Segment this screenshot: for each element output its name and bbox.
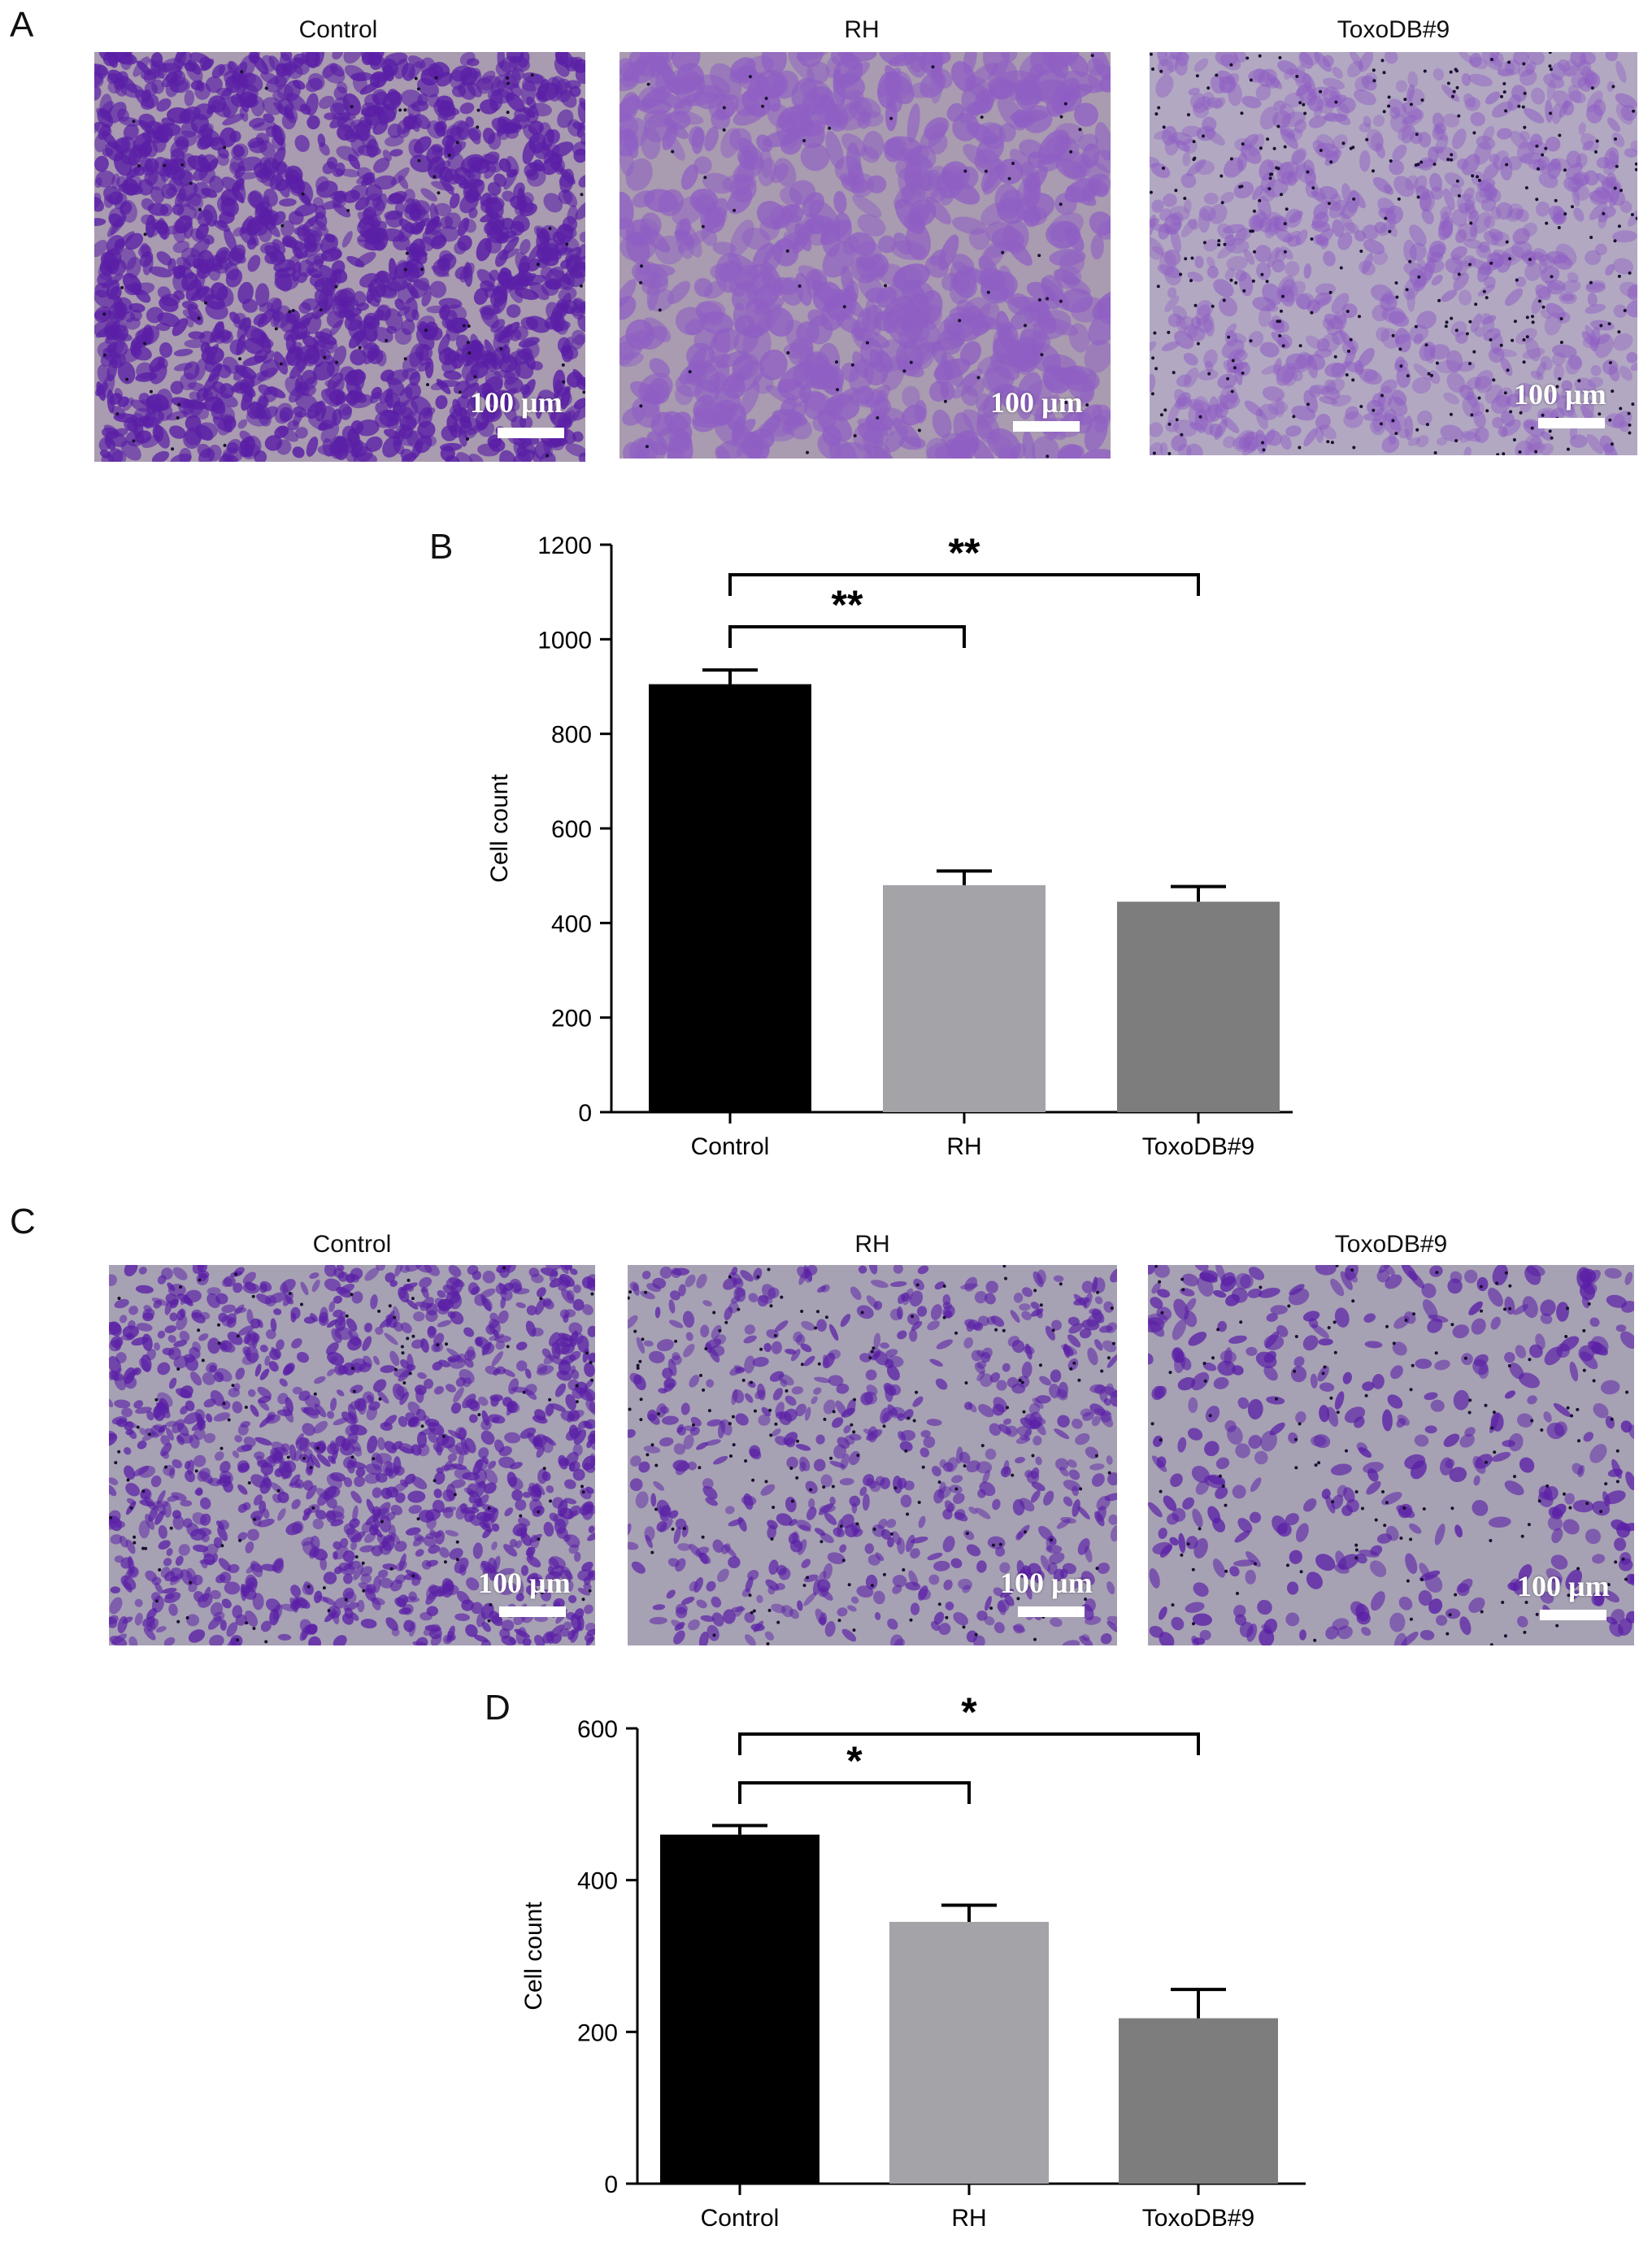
panel-a-control-scale-bar	[498, 428, 564, 438]
panel-a-toxodb9-title: ToxoDB#9	[1337, 16, 1450, 43]
panel-b-letter: B	[429, 527, 454, 567]
panel-c-control-title: Control	[312, 1231, 392, 1258]
panel-c-letter: C	[10, 1202, 36, 1241]
panel-b-bar-0	[649, 684, 811, 1112]
panel-b-x-tick-label-0: Control	[691, 1133, 770, 1160]
panel-b-bar-2	[1117, 902, 1280, 1112]
panel-d-x-tick-label-2: ToxoDB#9	[1142, 2205, 1254, 2232]
panel-d-bar-2	[1119, 2018, 1278, 2184]
panel-d-y-tick-label: 200	[577, 2019, 618, 2046]
panel-b-significance-bracket-1	[728, 573, 1200, 596]
panel-c-toxodb9-title: ToxoDB#9	[1334, 1231, 1448, 1258]
panel-a-rh-title: RH	[844, 16, 880, 43]
panel-c-toxodb9-scale-label: 100 µm	[1517, 1570, 1610, 1602]
panel-a-rh-scale-bar	[1013, 421, 1080, 432]
micA1-texture	[620, 52, 1111, 459]
panel-a-rh-scale-label: 100 µm	[990, 386, 1083, 419]
panel-b-bar-chart: 0 200 400 600 800 1000 1200 Cell count Control RH…	[486, 530, 1293, 1160]
panel-d-bar-1	[889, 1922, 1049, 2184]
panel-b-y-tick-label: 400	[551, 911, 592, 937]
panel-d-significance-label-1: *	[961, 1689, 977, 1735]
panel-c-rh-scale-bar	[1018, 1606, 1085, 1617]
panel-a-control-scale-label: 100 µm	[470, 386, 563, 419]
panel-a-rh-micrograph	[620, 52, 1111, 459]
panel-a-control-title: Control	[298, 16, 378, 43]
panel-b-bar-1	[883, 885, 1046, 1112]
panel-d-significance-bracket-0	[738, 1781, 971, 1804]
panel-a-toxodb9-micrograph	[1150, 52, 1637, 455]
panel-b-y-tick-label: 1200	[537, 532, 592, 559]
panel-a-toxodb9-scale-bar	[1538, 418, 1605, 428]
panel-d-letter: D	[485, 1688, 511, 1728]
panel-b-x-tick-label-2: ToxoDB#9	[1142, 1133, 1254, 1160]
panel-d-y-tick-label: 400	[577, 1868, 618, 1895]
panel-b-significance-label-0: **	[832, 582, 863, 628]
panel-d-significance-label-0: *	[846, 1738, 863, 1784]
panel-a-toxodb9-scale-label: 100 µm	[1514, 378, 1606, 411]
panel-c-rh-scale-label: 100 µm	[1000, 1567, 1093, 1599]
micA0-texture	[94, 52, 585, 462]
panel-d-bar-chart: 0 200 400 600 Cell count Control RH ToxoDB#9 * *	[520, 1689, 1306, 2232]
micC0-texture	[109, 1265, 595, 1645]
micC1-texture	[628, 1265, 1117, 1645]
panel-c-toxodb9-scale-bar	[1540, 1610, 1606, 1620]
panel-a-letter: A	[10, 5, 34, 45]
panel-b-y-tick-label: 1000	[537, 627, 592, 654]
panel-d-y-tick-label: 600	[577, 1716, 618, 1743]
panel-b-significance-label-1: **	[949, 530, 980, 576]
panel-b-y-axis-label: Cell count	[486, 774, 513, 883]
panel-b-y-tick-label: 800	[551, 722, 592, 749]
panel-d-y-tick-label: 0	[604, 2171, 618, 2198]
panel-b-y-tick-label: 600	[551, 816, 592, 843]
panel-c-rh-micrograph	[628, 1265, 1117, 1645]
panel-c-toxodb9-micrograph	[1148, 1265, 1634, 1645]
panel-d-x-tick-label-1: RH	[951, 2205, 986, 2232]
panel-c-rh-title: RH	[854, 1231, 890, 1258]
panel-b-y-tick-label: 200	[551, 1006, 592, 1032]
panel-d-bar-0	[660, 1834, 819, 2184]
panel-b-x-tick-label-1: RH	[946, 1133, 981, 1160]
panel-b-significance-bracket-0	[728, 625, 966, 648]
micC2-texture	[1148, 1265, 1634, 1645]
panel-c-control-scale-label: 100 µm	[478, 1567, 571, 1599]
panel-c-control-micrograph	[109, 1265, 595, 1645]
panel-d-significance-bracket-1	[738, 1732, 1200, 1755]
panel-d-y-axis-label: Cell count	[520, 1902, 547, 2010]
micA2-texture	[1150, 52, 1637, 455]
panel-d-x-tick-label-0: Control	[701, 2205, 780, 2232]
panel-a-control-micrograph	[94, 52, 585, 462]
panel-c-control-scale-bar	[499, 1606, 566, 1617]
panel-b-y-tick-label: 0	[578, 1100, 592, 1127]
